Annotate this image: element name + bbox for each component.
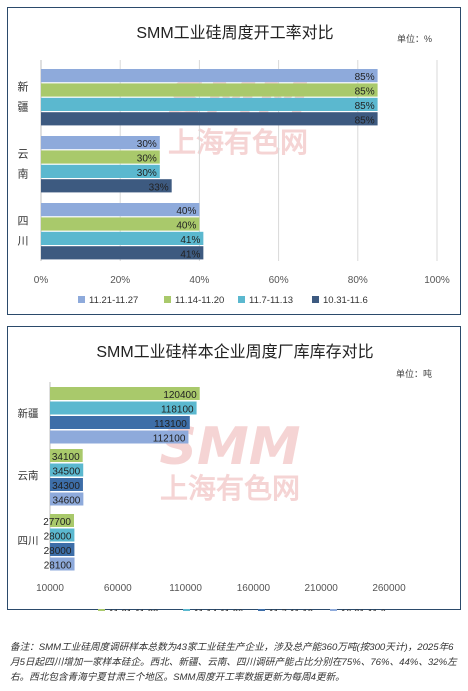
bar-value-label: 41% [180,249,200,260]
legend-label: 11.7-11.13 [269,608,313,611]
legend-label: 10.31-11.6 [323,295,368,306]
x-tick-label: 260000 [372,583,406,594]
bar-value-label: 118100 [161,405,194,416]
bar-value-label: 30% [137,168,157,179]
legend-label: 11.21-11.27 [89,295,138,306]
bar-value-label: 34500 [52,467,80,478]
bar [50,543,75,556]
category-label-char: 四 [18,215,29,227]
bar-value-label: 112100 [153,434,186,445]
bar-value-label: 34600 [53,496,81,507]
legend-swatch [330,609,337,611]
chart-unit: 单位：% [397,33,432,44]
category-label-char: 云 [18,148,29,160]
category-label-char: 南 [18,167,29,180]
legend-swatch [98,609,105,611]
bar-value-label: 40% [176,206,196,217]
x-tick-label: 60% [269,275,289,286]
category-label-char: 川 [18,235,29,247]
bar [50,449,83,462]
legend-swatch [183,609,190,611]
bar [50,416,190,429]
bar [41,179,172,193]
bar [41,231,204,245]
bar [50,463,84,477]
bar [41,97,378,111]
bar-value-label: 34100 [52,452,80,463]
bar-value-label: 28000 [44,546,72,557]
legend-swatch [164,296,171,303]
x-tick-label: 210000 [305,583,339,594]
bar [50,401,197,415]
bar [50,528,75,542]
bar-value-label: 40% [176,221,196,232]
bar-value-label: 85% [355,101,375,112]
utilization-chart: SMM工业硅周度开工率对比单位：%SMM上海有色网0%20%40%60%80%1… [18,24,450,306]
bar-value-label: 33% [149,182,169,193]
bar [41,112,378,126]
bar-value-label: 85% [355,72,375,83]
x-tick-label: 40% [189,275,209,286]
bar [50,478,83,491]
bar [50,557,75,571]
bar-value-label: 28000 [44,532,72,543]
bar [41,150,160,164]
chart-title: SMM工业硅周度开工率对比 [136,24,333,42]
bar [41,246,204,260]
bar-value-label: 120400 [163,390,197,401]
bar [41,203,200,217]
bar-value-label: 30% [137,154,157,165]
footnote: 备注：SMM工业硅周度调研样本总数为43家工业硅生产企业，涉及总产能360万吨(… [10,642,457,683]
bar [50,430,189,444]
inventory-chart-panel: SMM工业硅样本企业周度厂库库存对比 单位：吨 SMM 上海有色网 10000 60000… [7,326,461,611]
legend-swatch [312,296,319,303]
bar [41,217,200,231]
bar-value-label: 27700 [43,517,71,528]
category-label: 云南 [18,469,39,482]
bar [41,69,378,83]
bar [50,514,75,527]
legend-label: 11.21-11.28 [109,608,158,611]
category-label: 新疆 [18,407,39,420]
x-tick-label: 60000 [104,583,132,594]
x-tick-label: 100% [424,275,450,286]
legend-label: 11.14-11.20 [175,295,224,306]
bar-value-label: 34300 [52,481,80,492]
bar [50,387,200,400]
x-tick-label: 160000 [237,583,271,594]
category-label: 四川 [18,535,39,547]
bar [41,83,378,97]
x-tick-label: 110000 [169,583,202,594]
x-tick-label: 20% [110,275,130,286]
bar-value-label: 85% [355,87,375,98]
watermark-cjk: 上海有色网 [168,126,308,159]
bar-value-label: 41% [180,235,200,246]
legend-swatch [258,609,265,611]
category-label-char: 疆 [18,100,29,113]
legend-swatch [238,296,245,303]
bar [41,136,160,150]
utilization-chart-panel: SMM工业硅周度开工率对比单位：%SMM上海有色网0%20%40%60%80%1… [7,7,461,315]
legend-label: 11.7-11.13 [249,295,293,306]
category-label-char: 新 [18,79,29,93]
legend-label: 10.31-11.6 [341,608,386,611]
bar-value-label: 30% [137,139,157,150]
legend-label: 11.14-11.20 [194,608,243,611]
watermark-cjk: 上海有色网 [160,472,300,505]
chart-unit: 单位：吨 [396,368,432,379]
bar-value-label: 28100 [44,561,72,572]
bar [50,492,84,506]
bar-value-label: 85% [355,115,375,126]
chart-title: SMM工业硅样本企业周度厂库库存对比 [96,343,373,361]
x-tick-label: 0% [34,275,49,286]
bar [41,164,160,178]
x-tick-label: 10000 [36,583,64,594]
bar-value-label: 113100 [154,419,187,430]
x-tick-label: 80% [348,275,368,286]
legend-swatch [78,296,85,303]
